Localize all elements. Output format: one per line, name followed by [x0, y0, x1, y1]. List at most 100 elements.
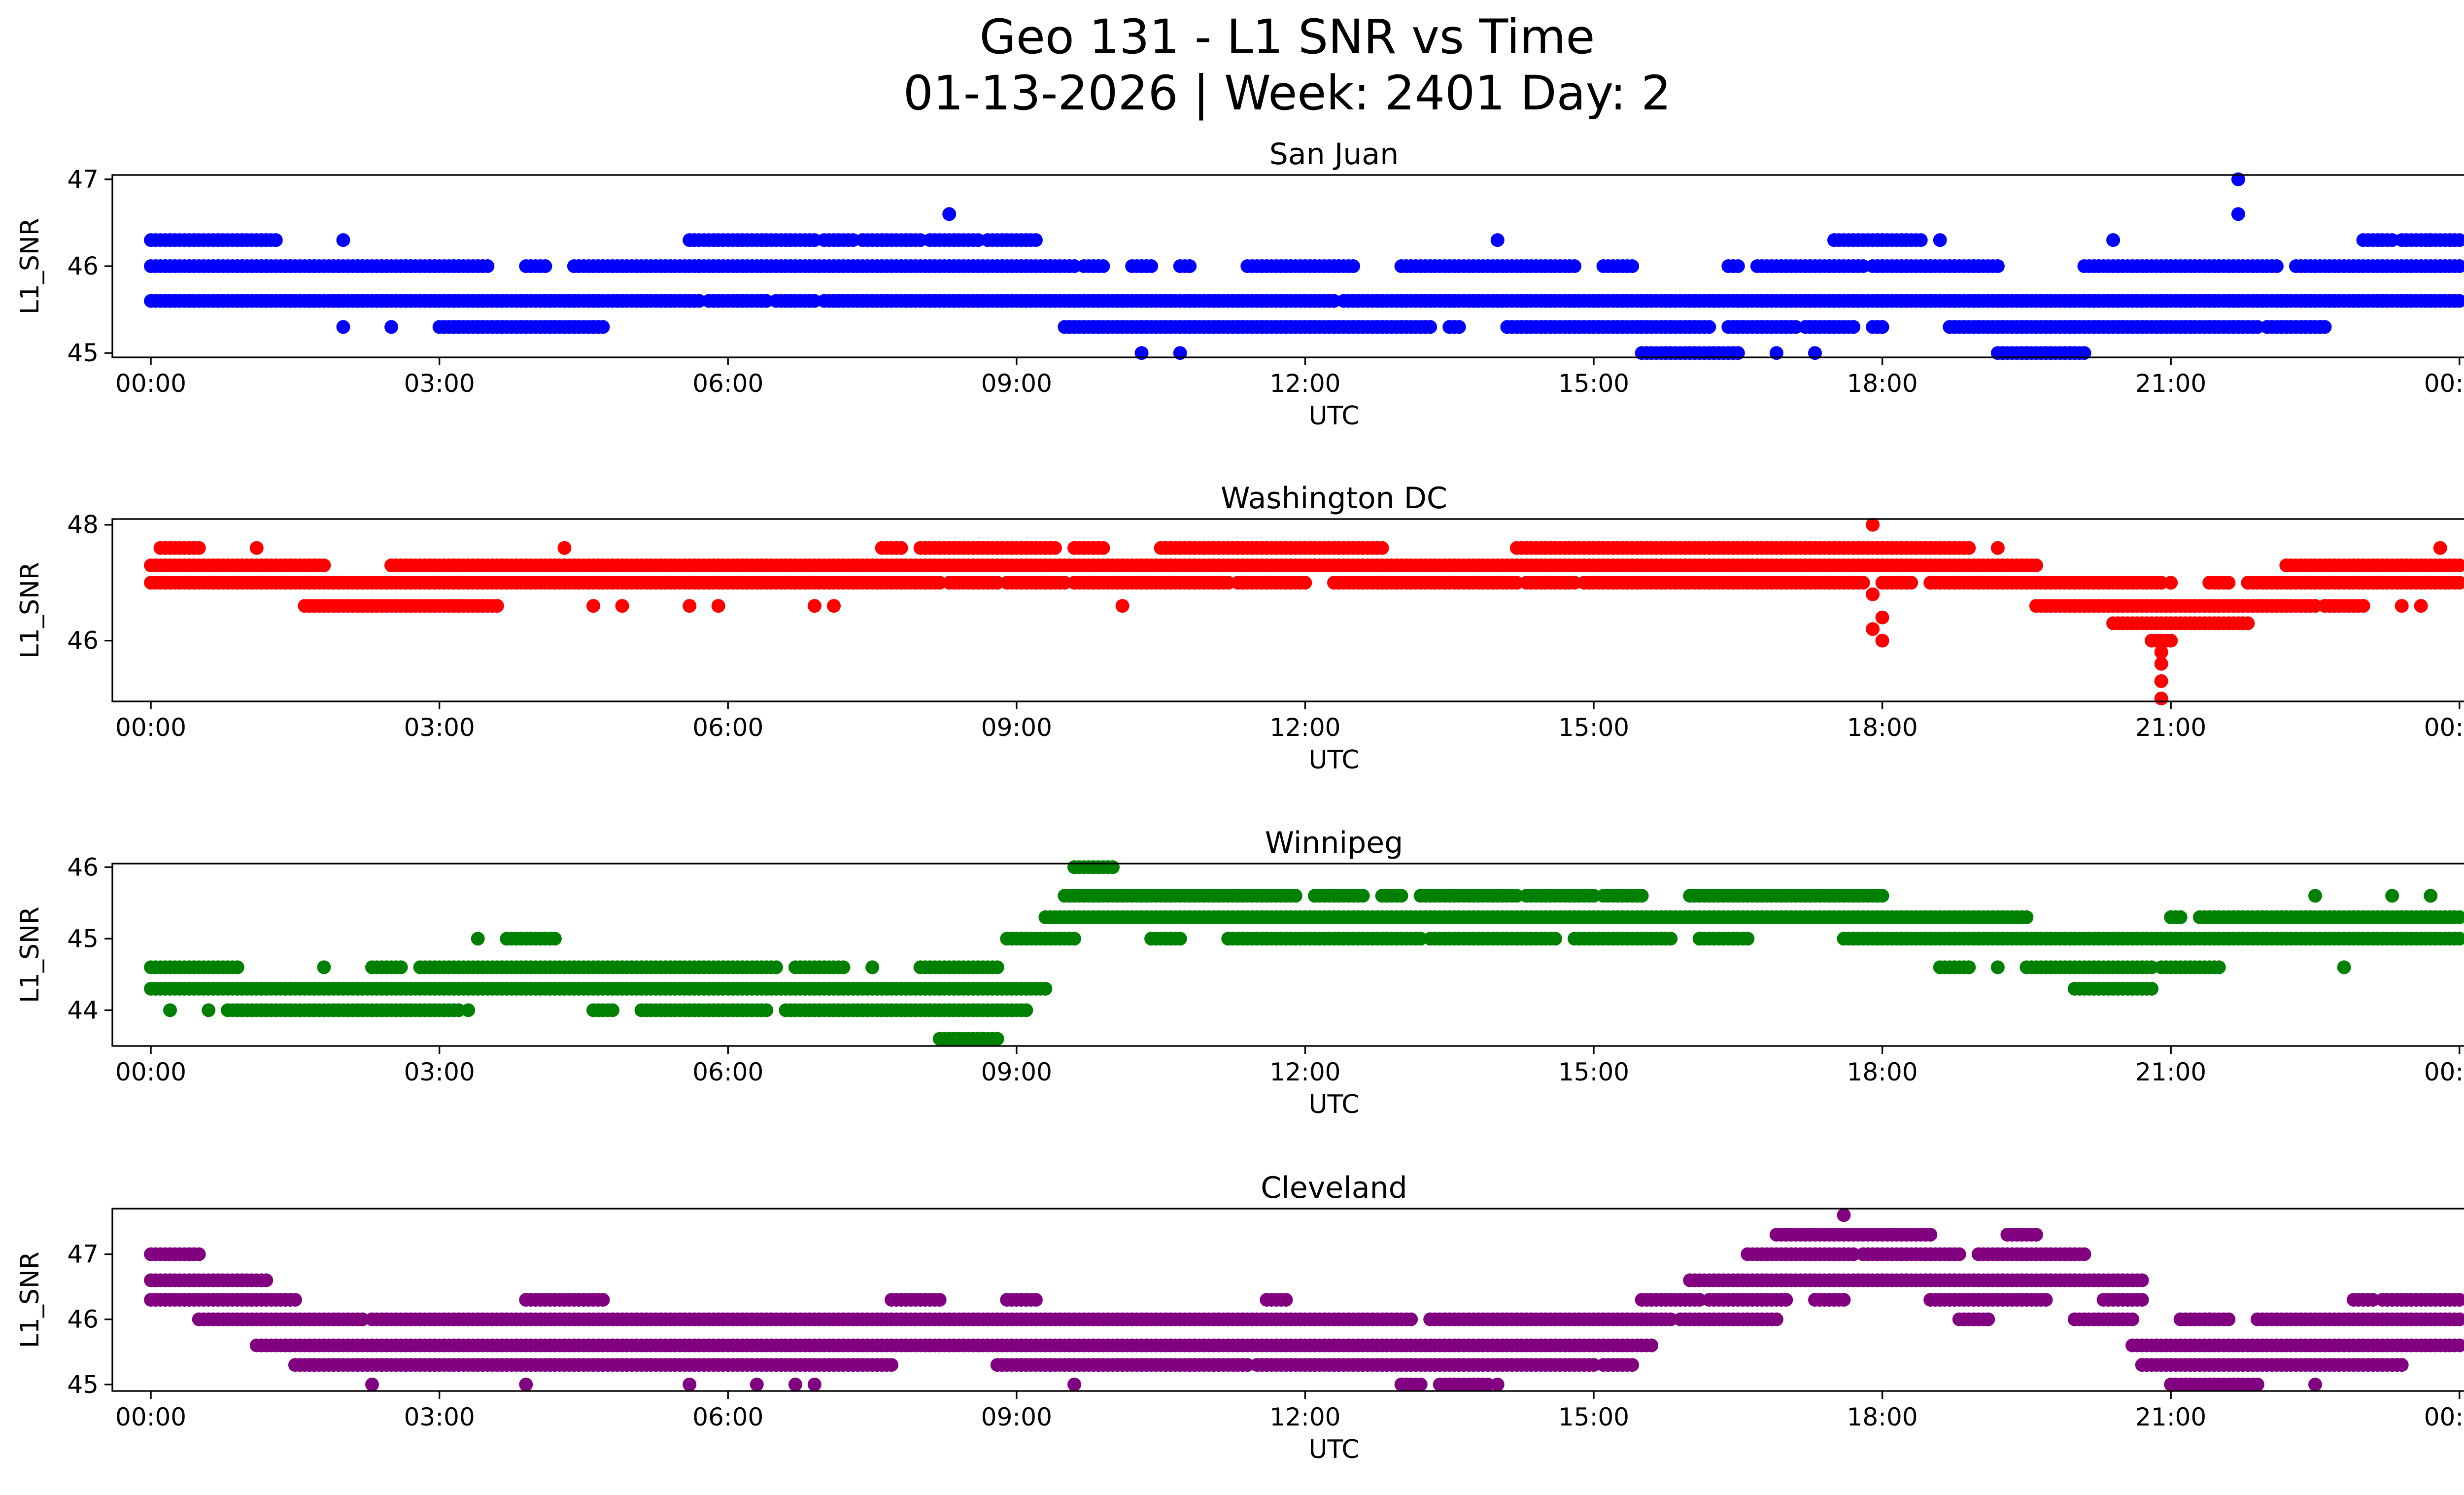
data-point	[202, 1003, 216, 1017]
data-point	[1808, 346, 1822, 360]
data-point	[1847, 320, 1861, 334]
data-point	[2452, 259, 2464, 273]
data-point	[1509, 889, 1524, 903]
data-point	[2414, 599, 2428, 613]
data-point	[711, 599, 725, 613]
data-point	[807, 599, 821, 613]
data-point	[490, 599, 504, 613]
data-point	[2164, 633, 2178, 648]
data-point	[769, 960, 783, 974]
data-point	[1769, 346, 1783, 360]
x-tick-label: 12:00	[1269, 713, 1340, 742]
data-point	[1028, 233, 1043, 247]
data-point	[2231, 207, 2245, 221]
x-axis-label: UTC	[1308, 401, 1359, 431]
data-point	[2222, 576, 2236, 590]
data-point	[461, 1003, 476, 1017]
data-point	[1779, 1293, 1793, 1307]
data-point	[2154, 657, 2168, 671]
data-point	[163, 1003, 177, 1017]
y-tick-label: 46	[67, 252, 99, 280]
data-point	[1702, 320, 1716, 334]
data-point	[1346, 259, 1360, 273]
y-tick-label: 46	[67, 853, 99, 881]
data-point	[2452, 558, 2464, 572]
x-axis-label: UTC	[1308, 1090, 1359, 1119]
data-point	[1731, 259, 1745, 273]
data-point	[1048, 541, 1062, 555]
x-axis-label: UTC	[1308, 745, 1359, 775]
data-point	[1856, 576, 1870, 590]
data-point	[1904, 576, 1918, 590]
data-point	[2222, 1312, 2236, 1326]
data-point	[2164, 576, 2178, 590]
data-point	[230, 960, 244, 974]
data-point	[2452, 932, 2464, 946]
data-point	[2173, 910, 2188, 924]
data-point	[1288, 889, 1302, 903]
data-point	[990, 576, 1004, 590]
data-point	[2154, 645, 2168, 660]
data-point	[1664, 932, 1678, 946]
data-point	[692, 294, 706, 308]
subplot-title: San Juan	[1269, 137, 1399, 172]
data-point	[2145, 960, 2159, 974]
data-point	[355, 1312, 370, 1326]
x-tick-label: 06:00	[692, 713, 763, 742]
data-point	[2039, 1293, 2053, 1307]
data-point	[2318, 320, 2332, 334]
data-point	[1356, 889, 1370, 903]
data-point	[336, 320, 350, 334]
data-point	[1058, 576, 1072, 590]
data-point	[1875, 320, 1889, 334]
data-point	[1452, 320, 1466, 334]
data-point	[1875, 610, 1889, 625]
x-tick-label: 09:00	[981, 369, 1052, 398]
data-point	[471, 932, 485, 946]
data-point	[990, 1032, 1004, 1046]
data-point	[1769, 1312, 1783, 1326]
y-tick-label: 44	[67, 996, 99, 1024]
subplot-title: Winnipeg	[1265, 826, 1403, 860]
data-point	[269, 233, 283, 247]
data-point	[1664, 1312, 1678, 1326]
x-tick-label: 12:00	[1269, 369, 1340, 398]
data-point	[317, 960, 331, 974]
data-point	[2452, 1293, 2464, 1307]
data-point	[2029, 1227, 2043, 1242]
x-tick-label: 21:00	[2135, 369, 2206, 398]
data-point	[336, 233, 350, 247]
data-point	[586, 599, 600, 613]
data-point	[2154, 692, 2168, 706]
data-point	[2356, 599, 2370, 613]
data-point	[2308, 889, 2322, 903]
x-tick-label: 00:00	[115, 713, 186, 742]
data-point	[1847, 1247, 1861, 1261]
data-point	[1962, 960, 1976, 974]
data-point	[1990, 259, 2005, 273]
x-tick-label: 18:00	[1847, 369, 1918, 398]
data-point	[1509, 576, 1524, 590]
data-point	[1741, 932, 1755, 946]
data-point	[1096, 541, 1110, 555]
data-point	[990, 960, 1004, 974]
data-point	[932, 1293, 947, 1307]
plot-frame	[111, 518, 2464, 702]
data-point	[1067, 259, 1081, 273]
data-point	[1731, 346, 1745, 360]
data-point	[2366, 1293, 2380, 1307]
data-point	[548, 932, 562, 946]
data-point	[596, 320, 610, 334]
data-point	[538, 259, 552, 273]
data-point	[1134, 346, 1149, 360]
data-point	[2337, 960, 2351, 974]
data-point	[2154, 674, 2168, 688]
x-tick-label: 03:00	[404, 1058, 475, 1086]
data-point	[1568, 259, 1581, 273]
data-point	[288, 1293, 302, 1307]
data-point	[913, 233, 927, 247]
